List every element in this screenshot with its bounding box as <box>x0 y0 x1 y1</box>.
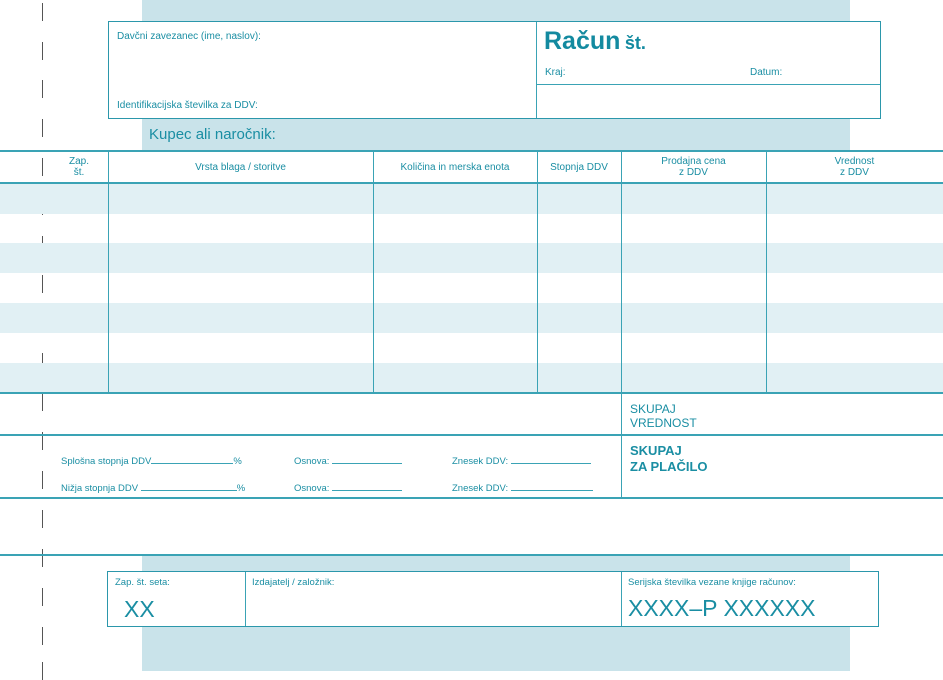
vat-general-row: Splošna stopnja DDV% <box>61 456 242 467</box>
vat-amount-1: Znesek DDV: <box>452 454 591 467</box>
col-vat-rate: Stopnja DDV <box>550 161 608 173</box>
issuer-label: Davčni zavezanec (ime, naslov): <box>117 31 261 42</box>
col-price: Prodajna cena z DDV <box>661 156 726 178</box>
invoice-title: Račun št. <box>544 27 646 55</box>
col-no: Zap. št. <box>68 156 89 178</box>
footer-box: Zap. št. seta: XX Izdajatelj / založnik:… <box>107 571 879 627</box>
vat-amount-2: Znesek DDV: <box>452 481 593 494</box>
date-label: Datum: <box>750 67 783 78</box>
total-pay-label: SKUPAJ ZA PLAČILO <box>630 443 708 474</box>
total-value-label: SKUPAJ VREDNOST <box>630 402 697 430</box>
place-label: Kraj: <box>545 67 566 78</box>
vat-lower-row: Nižja stopnja DDV % <box>61 483 246 494</box>
base-1: Osnova: <box>294 454 403 467</box>
col-goods: Vrsta blaga / storitve <box>195 161 286 173</box>
col-quantity: Količina in merska enota <box>400 161 510 173</box>
serial-label: Serijska številka vezane knjige računov: <box>628 577 796 588</box>
set-no-value: XX <box>124 596 155 622</box>
vat-id-label: Identifikacijska številka za DDV: <box>117 100 258 111</box>
col-value: Vrednost z DDV <box>834 156 875 178</box>
publisher-label: Izdajatelj / založnik: <box>252 577 335 588</box>
base-2: Osnova: <box>294 481 403 494</box>
serial-value: XXXX–P XXXXXX <box>628 595 816 621</box>
issuer-invoice-box: Davčni zavezanec (ime, naslov): Identifi… <box>108 21 881 119</box>
buyer-label: Kupec ali naročnik: <box>149 126 276 143</box>
set-no-label: Zap. št. seta: <box>115 577 170 588</box>
